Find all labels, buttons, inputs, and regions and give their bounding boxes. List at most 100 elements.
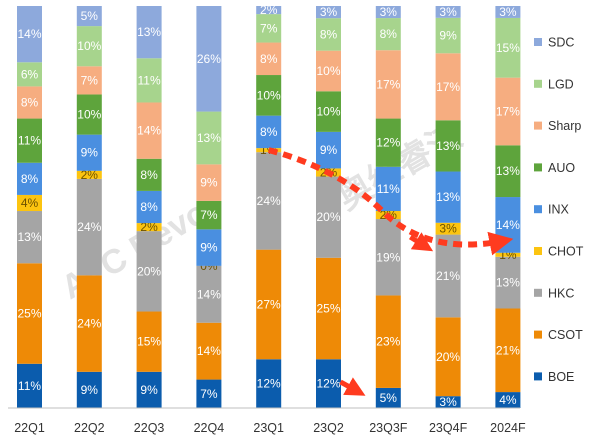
data-label: 10% [316,105,340,119]
data-label: 10% [77,39,101,53]
legend-label-hkc: HKC [548,286,574,300]
bar-segment-hkc [76,178,102,276]
legend-label-auo: AUO [548,161,575,175]
data-label: 21% [496,343,520,357]
bar-segment-csot [316,257,341,360]
bar-segment-lgd [316,18,341,51]
bar-segment-sharp [136,102,162,159]
plot-area: 11% 25% 13% 4% 8% 11% 8% 6% 14% 9% 24% 24% 2% 9% 10% 7%… [17,3,521,409]
bar-segment-auo [375,118,401,167]
bar-segment-sharp [196,164,222,201]
data-label: 7% [200,208,218,222]
bar-segment-lgd [435,17,461,54]
bar-segment-sharp [76,66,102,95]
data-label: 25% [316,302,340,316]
bar-segment-auo [435,120,461,172]
bar-segment-sdc [196,6,222,112]
legend-label-csot: CSOT [548,328,583,342]
x-tick-label: 2024F [490,421,526,435]
data-label: 4% [21,196,39,210]
data-label: 8% [260,52,278,66]
trend-arrow-dashed [267,147,514,256]
data-label: 12% [257,377,281,391]
bar-segment-boe [76,371,102,408]
bar-segment-sharp [375,50,401,119]
data-label: 7% [260,21,278,35]
data-label: 2% [81,168,99,182]
data-label: 5% [81,9,99,23]
data-label: 17% [376,77,400,91]
bar-segment-csot [136,311,162,372]
bar-segment-sharp [435,53,461,121]
legend-label-sdc: SDC [548,36,574,50]
bar-segment-hkc [17,211,42,264]
data-label: 14% [17,27,41,41]
bar-segment-boe [256,359,282,408]
x-tick-label: 22Q3 [134,421,165,435]
bar-segment-lgd [256,14,282,43]
data-label: 8% [140,168,158,182]
bar-segment-auo [256,75,282,116]
x-tick-label: 22Q1 [14,421,45,435]
bar-segment-inx [316,131,341,169]
x-tick-label: 22Q4 [194,421,225,435]
x-tick-label: 22Q2 [74,421,105,435]
data-label: 8% [260,125,278,139]
data-label: 20% [436,350,460,364]
data-label: 4% [499,393,517,407]
bar-segment-sharp [316,50,341,92]
data-label: 26% [197,52,221,66]
bar-segment-lgd [196,111,222,165]
bar-segment-sharp [495,77,521,146]
bar-segment-hkc [435,234,461,318]
data-label: 15% [137,335,161,349]
bar-segment-csot [495,308,521,393]
data-label: 9% [320,143,338,157]
x-tick-label: 23Q2 [313,421,344,435]
data-label: 20% [137,264,161,278]
bar-segment-boe [495,392,521,408]
bar-segment-csot [76,275,102,372]
x-tick-label: 23Q1 [253,421,284,435]
data-label: 2% [260,3,278,17]
data-label: 10% [316,64,340,78]
data-label: 17% [436,80,460,94]
x-axis-ticks: 22Q1 22Q2 22Q3 22Q4 23Q1 23Q2 23Q3F 23Q4F 2024F [14,421,526,435]
bar-segment-auo [136,158,162,191]
legend-swatch-chot [534,247,542,255]
bar-segment-sdc [375,6,401,19]
data-label: 3% [380,5,398,19]
data-label: 13% [436,139,460,153]
bar-segment-hkc [316,176,341,258]
data-label: 10% [257,88,281,102]
bar-segment-inx [256,115,282,149]
bar-segment-auo [316,91,341,132]
data-label: 13% [197,131,221,145]
bar-segment-lgd [375,18,401,51]
bar-segment-hkc [256,152,282,250]
legend-swatch-boe [534,372,542,381]
bar-segment-lgd [17,62,42,87]
legend-label-sharp: Sharp [548,119,581,133]
bar-segment-boe [375,387,401,408]
bar-segment-inx [196,229,222,266]
legend-swatch-lgd [534,79,542,88]
data-label: 8% [21,95,39,109]
data-label: 6% [21,67,39,81]
data-label: 15% [496,41,520,55]
data-label: 11% [377,182,400,196]
bar-segment-chot [435,222,461,235]
data-label: 9% [81,383,99,397]
bar-segment-csot [375,295,401,388]
data-label: 7% [200,387,218,401]
bar-segment-auo [495,145,521,198]
bar-segment-auo [196,200,222,230]
data-label: 12% [316,377,340,391]
data-label: 24% [77,220,101,234]
data-label: 14% [496,218,520,232]
bar-segment-csot [17,263,42,364]
bar-segment-boe [435,396,461,408]
data-label: 13% [436,190,460,204]
bar-segment-boe [196,379,222,408]
